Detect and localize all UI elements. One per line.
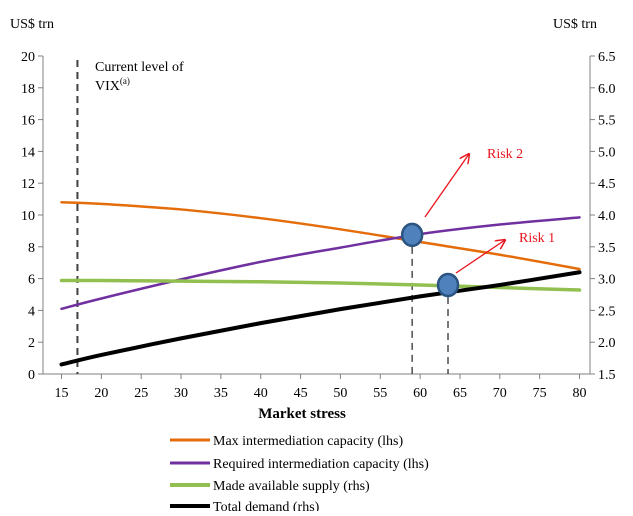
x-tick-label: 30 [174,386,188,401]
right-axis-unit: US$ trn [553,17,597,32]
x-tick-label: 80 [573,386,587,401]
right-tick-label: 6.5 [598,50,616,65]
risk2-arrow [424,154,469,218]
right-tick-label: 4.0 [598,209,616,224]
x-tick-label: 40 [254,386,268,401]
x-tick-label: 25 [134,386,148,401]
legend-label-required-intermediation: Required intermediation capacity (lhs) [213,457,429,472]
left-tick-label: 20 [21,50,35,65]
x-tick-label: 70 [493,386,507,401]
left-tick-label: 18 [21,82,35,97]
right-tick-label: 3.5 [598,241,616,256]
left-tick-label: 10 [21,209,35,224]
left-tick-label: 0 [28,368,35,383]
x-tick-label: 20 [94,386,108,401]
left-tick-label: 14 [21,145,35,160]
legend-label-total-demand: Total demand (rhs) [213,500,320,511]
vix-annotation-text: VIX [95,79,120,94]
axes: 0 2 4 6 8 10 12 14 16 18 20 1.5 2.0 2.5 3.0 3.5 4.0 4.5 5.… [21,50,616,401]
legend: Max intermediation capacity (lhs) Requir… [170,434,429,515]
vix-annotation-line1: Current level of [95,60,184,75]
left-tick-label: 16 [21,114,35,129]
vix-annotation-superscript: (a) [120,76,130,86]
series-total-demand [59,270,582,367]
legend-label-max-intermediation: Max intermediation capacity (lhs) [213,434,403,449]
risk1-arrow [455,240,505,274]
left-tick-label: 8 [28,241,35,256]
vix-annotation-line2: VIX(a) [95,76,130,94]
series-required-intermediation-capacity [60,216,581,311]
left-axis-unit: US$ trn [10,17,54,32]
series-max-intermediation-capacity [60,201,581,271]
risk2-label: Risk 2 [487,147,523,162]
left-tick-label: 6 [28,273,35,288]
crossing-marker-risk1 [436,272,460,298]
right-tick-label: 3.0 [598,273,616,288]
x-tick-label: 50 [333,386,347,401]
legend-label-made-available-supply: Made available supply (rhs) [213,479,370,494]
reference-lines [76,60,449,374]
series-layer [59,201,582,367]
right-tick-label: 1.5 [598,368,616,383]
right-tick-label: 2.5 [598,304,616,319]
crossing-marker-risk2 [400,222,424,248]
right-tick-label: 5.0 [598,145,616,160]
x-tick-label: 35 [214,386,228,401]
x-tick-label: 60 [413,386,427,401]
right-tick-label: 6.0 [598,82,616,97]
right-tick-label: 2.0 [598,336,616,351]
risk1-label: Risk 1 [519,231,555,246]
marker-layer [400,222,460,298]
x-tick-label: 75 [533,386,547,401]
left-tick-label: 12 [21,177,35,192]
right-tick-label: 4.5 [598,177,616,192]
x-axis-title: Market stress [258,406,346,422]
x-tick-label: 45 [294,386,308,401]
x-tick-label: 55 [373,386,387,401]
left-tick-label: 2 [28,336,35,351]
x-tick-label: 15 [55,386,69,401]
left-tick-label: 4 [28,304,35,319]
x-tick-label: 65 [453,386,467,401]
right-tick-label: 5.5 [598,114,616,129]
